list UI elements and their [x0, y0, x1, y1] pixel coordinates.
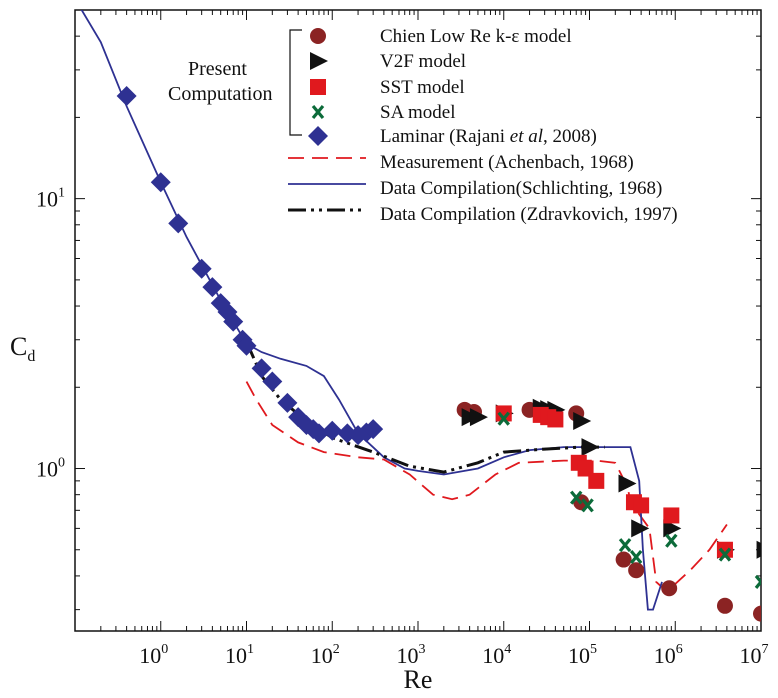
data-point-diamond — [363, 419, 384, 440]
data-point-diamond — [223, 311, 244, 332]
data-point-square — [588, 472, 605, 489]
data-point-diamond — [191, 258, 212, 279]
data-point-square — [547, 411, 564, 428]
data-point-x — [754, 574, 761, 589]
legend-group-label-line1: Present — [188, 58, 247, 80]
legend-label: SST model — [380, 77, 465, 98]
legend-group-label-line2: Computation — [168, 83, 272, 105]
data-point-diamond — [236, 335, 257, 356]
legend-label: Data Compilation(Schlichting, 1968) — [380, 178, 662, 199]
data-point-diamond — [150, 172, 171, 193]
x-tick-label: 100 — [139, 642, 168, 668]
data-point-diamond — [262, 371, 283, 392]
y-tick-labels: 100 101 — [36, 186, 65, 482]
data-point-triangle-right — [581, 438, 600, 457]
legend-label: Chien Low Re k-ε model — [380, 26, 572, 47]
data-point-diamond — [277, 392, 298, 413]
data-point-x — [618, 538, 632, 553]
data-point-diamond — [308, 423, 329, 444]
data-point-diamond — [168, 213, 189, 234]
data-point-diamond — [202, 277, 223, 298]
legend-marker-circle — [310, 28, 326, 44]
data-point-x — [581, 498, 594, 513]
x-tick-label: 107 — [740, 642, 769, 668]
data-point-triangle-right — [618, 474, 637, 493]
y-axis-title: Cd — [10, 332, 35, 365]
x-tick-label: 101 — [225, 642, 254, 668]
legend-marker-diamond — [308, 126, 328, 146]
x-tick-label: 106 — [654, 642, 683, 668]
data-point-square — [495, 405, 512, 422]
data-point-triangle-right — [469, 408, 488, 427]
x-tick-labels: 100 101 102 103 104 105 106 107 — [139, 642, 768, 668]
data-point-diamond — [116, 86, 137, 107]
axis-ticks — [74, 9, 761, 631]
data-point-triangle-right — [756, 540, 761, 559]
data-point-diamond — [251, 358, 272, 379]
data-point-square — [663, 507, 680, 524]
data-point-diamond — [322, 420, 343, 441]
data-point-circle — [628, 562, 645, 579]
legend-label: V2F model — [380, 51, 466, 72]
legend-label: SA model — [380, 102, 455, 123]
data-point-circle — [753, 605, 761, 622]
y-tick-label: 101 — [36, 186, 65, 212]
data-point-square — [716, 541, 733, 558]
legend-label: Data Compilation (Zdravkovich, 1997) — [380, 204, 678, 225]
data-point-square — [577, 460, 594, 477]
legend-label: Laminar (Rajani et al, 2008) — [380, 126, 597, 147]
data-point-x — [629, 549, 643, 565]
legend-label: Measurement (Achenbach, 1968) — [380, 152, 634, 173]
data-point-circle — [615, 551, 632, 568]
legend-marker-square — [310, 79, 326, 95]
data-point-triangle-right — [631, 519, 650, 538]
legend-marker-x — [311, 104, 325, 120]
legend-group-bracket — [289, 29, 302, 136]
data-point-x — [569, 490, 583, 505]
data-point-x — [497, 411, 510, 426]
series-line-5 — [245, 381, 728, 593]
series-line-6 — [80, 10, 663, 611]
data-point-triangle-right — [663, 519, 682, 538]
data-point-x — [718, 547, 732, 562]
y-tick-label: 100 — [36, 456, 65, 482]
data-point-x — [665, 533, 678, 548]
legend: Present Computation Chien Low Re k-ε mod… — [168, 26, 678, 225]
legend-marker-triangle-right — [310, 52, 328, 70]
data-point-circle — [661, 580, 678, 597]
x-tick-label: 102 — [311, 642, 340, 668]
x-tick-label: 103 — [397, 642, 426, 668]
data-point-square — [633, 497, 650, 514]
series-markers — [116, 86, 761, 622]
x-axis-title: Re — [404, 665, 433, 694]
x-tick-label: 105 — [568, 642, 597, 668]
data-point-circle — [716, 597, 733, 614]
series-line-7 — [245, 341, 605, 474]
data-point-triangle-right — [573, 411, 592, 430]
x-tick-label: 104 — [482, 642, 511, 668]
